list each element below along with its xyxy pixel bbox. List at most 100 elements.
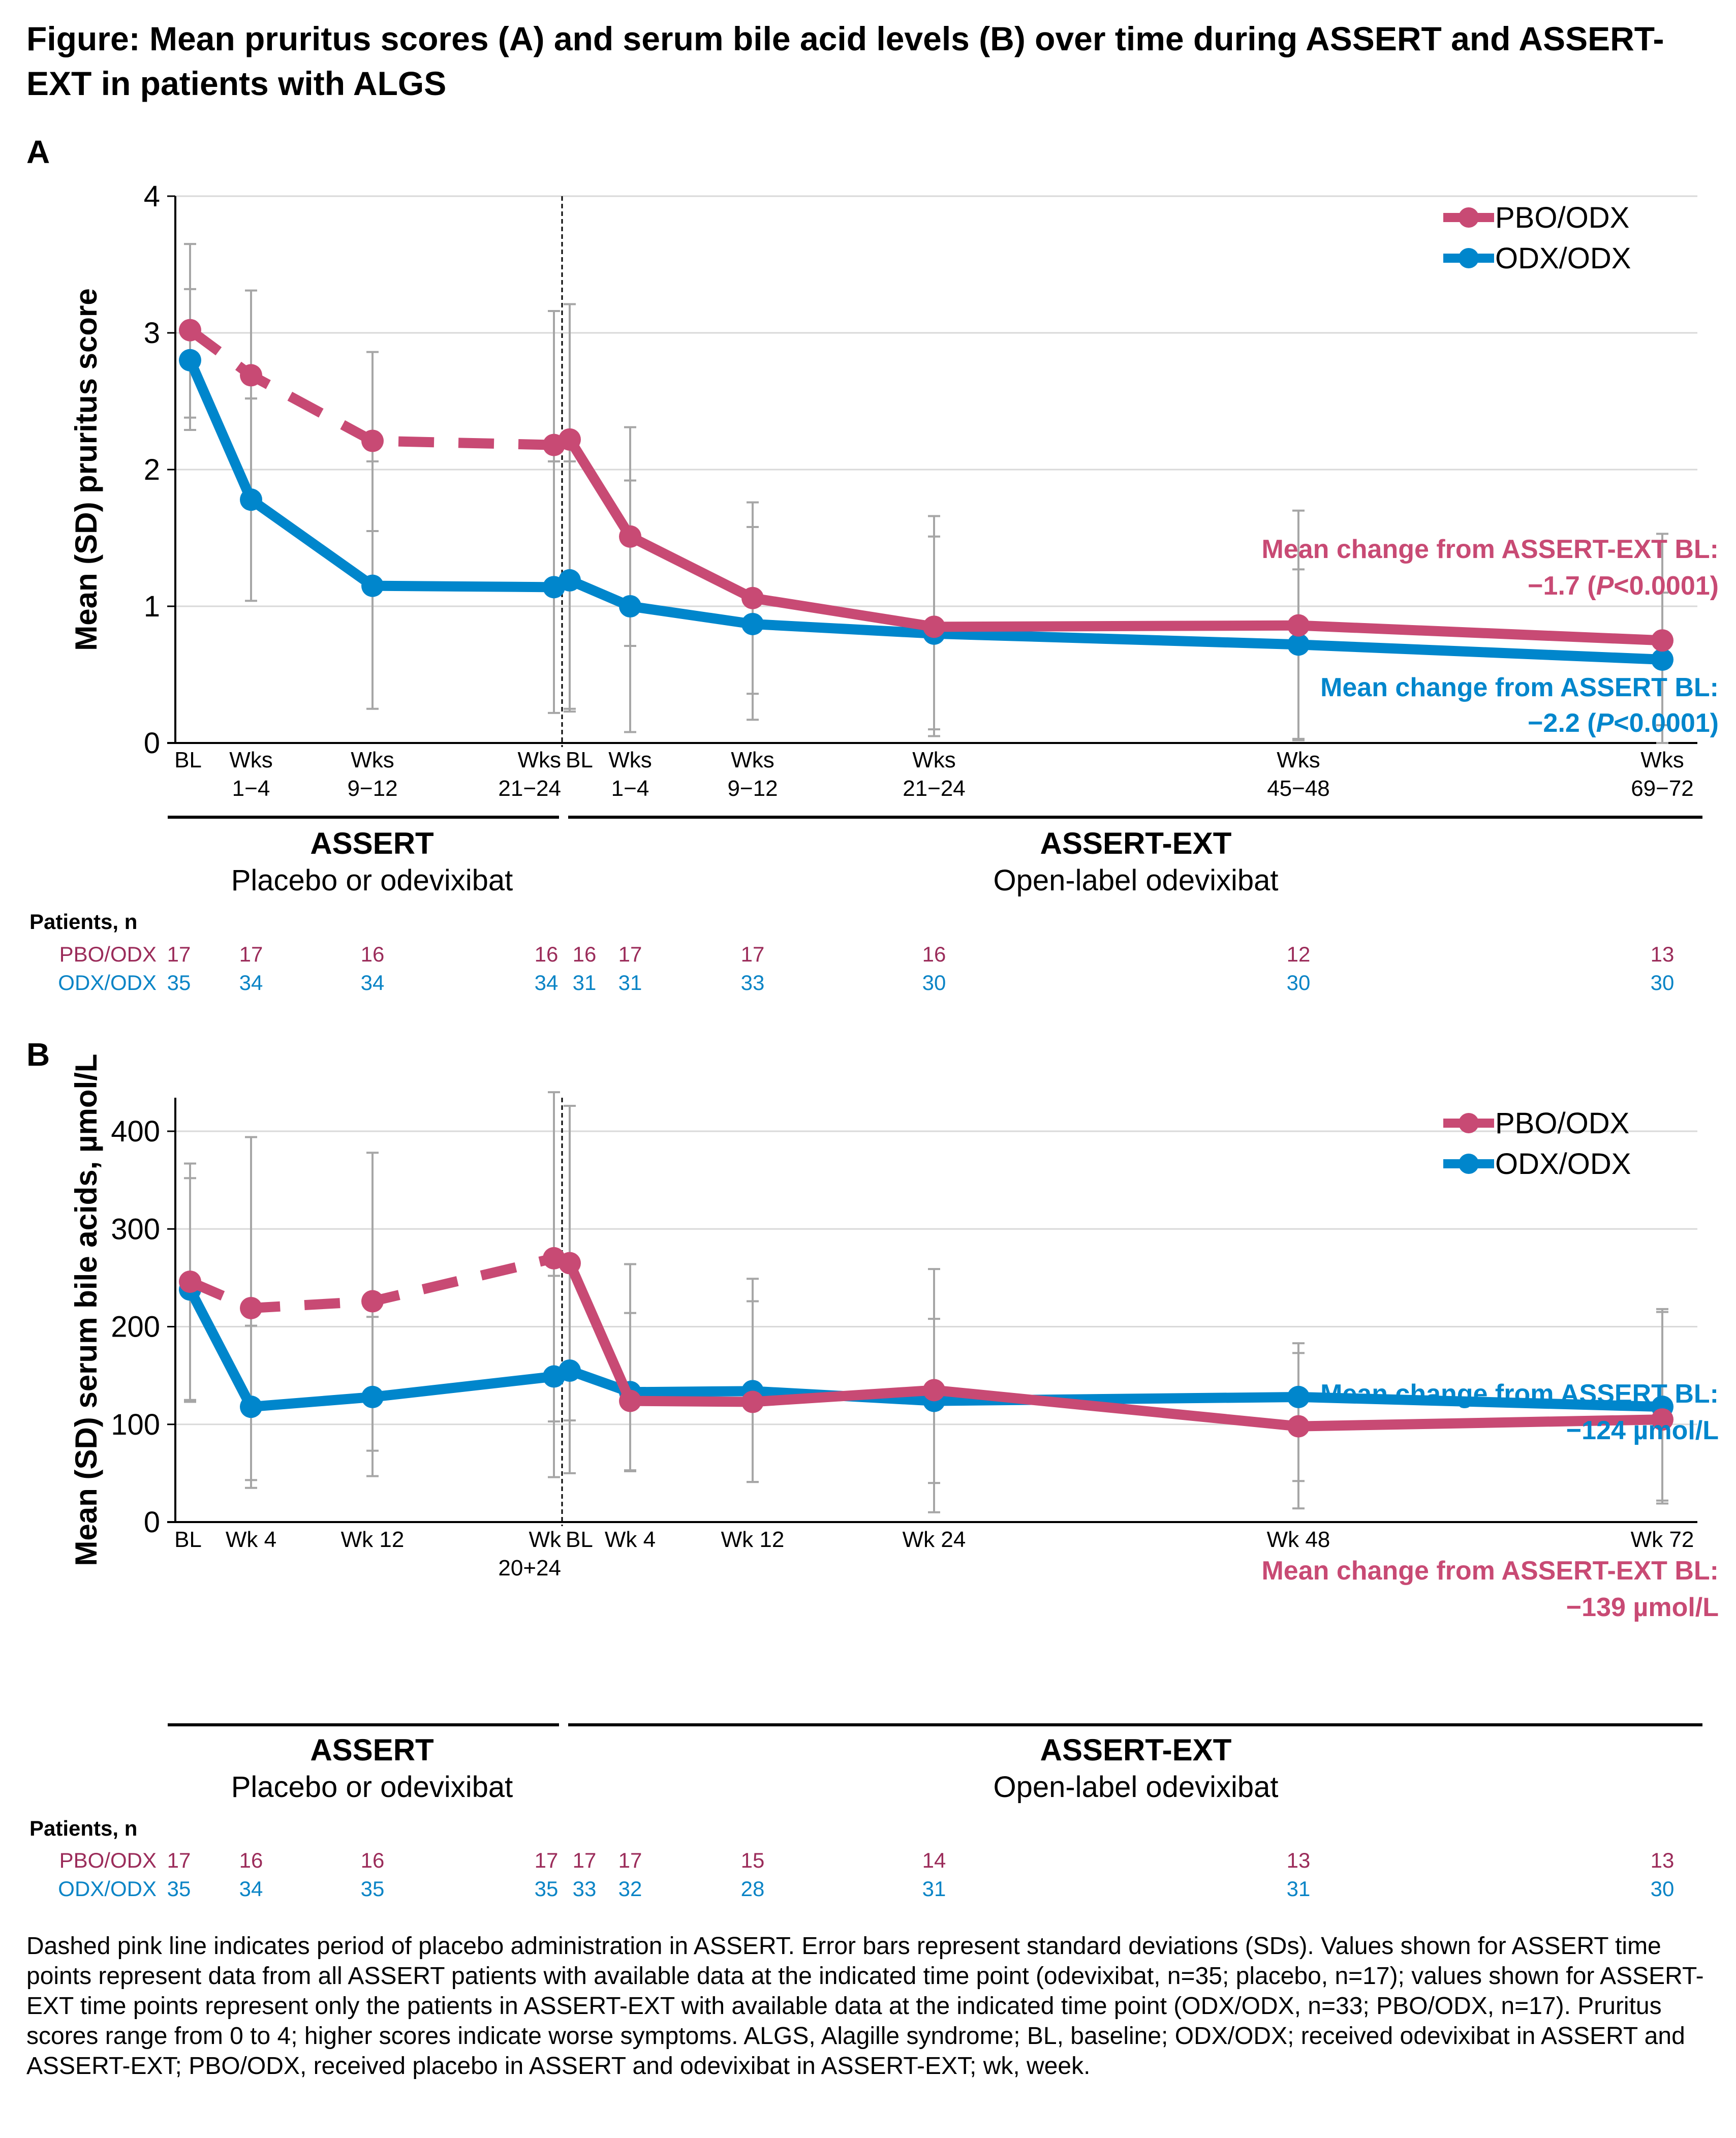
x-tick-label: Wk [529, 1527, 562, 1552]
data-point-odx-odx [240, 488, 262, 511]
patients-count: 35 [167, 971, 191, 995]
data-point-odx-odx [1287, 633, 1310, 656]
y-tick-label: 1 [144, 590, 160, 623]
data-point-pbo-odx [240, 364, 262, 387]
footnote: Dashed pink line indicates period of pla… [26, 1933, 1704, 2080]
y-tick-label: 0 [144, 727, 160, 760]
patients-count: 34 [239, 1877, 263, 1901]
x-tick-label: Wk 24 [903, 1527, 966, 1552]
patients-count: 33 [573, 1877, 597, 1901]
y-axis-label: Mean (SD) pruritus score [69, 288, 103, 650]
series-line-odx-odx-assert [185, 358, 554, 593]
annotation-value: −139 µmol/L [1566, 1593, 1719, 1622]
figure-title: Figure: Mean pruritus scores (A) and ser… [26, 20, 1664, 102]
x-tick-label: BL [566, 1527, 593, 1552]
series-line-pbo-odx-ext [565, 1261, 1663, 1432]
annotation-line2: −139 µmol/L [1566, 1593, 1719, 1622]
x-tick-label: Wk 4 [226, 1527, 276, 1552]
annotation-line1: Mean change from ASSERT BL: [1320, 1379, 1719, 1409]
patients-count: 16 [535, 942, 559, 966]
y-axis-label: Mean (SD) serum bile acids, µmol/L [69, 1053, 103, 1566]
data-point-pbo-odx [559, 428, 581, 451]
patients-count: 17 [618, 1848, 642, 1872]
patients-count: 30 [1287, 971, 1311, 995]
patients-count: 13 [1651, 942, 1675, 966]
annotation-p-symbol: P [1596, 708, 1614, 738]
data-point-pbo-odx [559, 1252, 581, 1275]
x-tick-label: Wk 72 [1631, 1527, 1694, 1552]
group-title-assert-ext: ASSERT-EXT [1040, 826, 1232, 860]
x-tick-label: 20+24 [498, 1556, 561, 1581]
legend-marker [1459, 248, 1479, 268]
patients-count: 17 [167, 1848, 191, 1872]
x-tick-label: BL [174, 1527, 202, 1552]
annotation-p-symbol: P [1596, 571, 1614, 601]
annotation-value: −2.2 ( [1528, 708, 1596, 738]
series-line-odx-odx-assert [185, 1287, 555, 1412]
series-line-pbo-odx-assert [188, 1253, 555, 1313]
data-point-odx-odx [240, 1396, 262, 1418]
patients-count: 16 [239, 1848, 263, 1872]
x-tick-label: Wks [517, 748, 561, 772]
data-point-odx-odx [361, 1385, 384, 1408]
annotation-line1: Mean change from ASSERT-EXT BL: [1261, 535, 1719, 564]
patients-count: 16 [361, 1848, 385, 1872]
series-line-pbo-odx-ext [565, 437, 1663, 646]
legend-marker [1459, 1154, 1479, 1174]
patients-count: 12 [1287, 942, 1311, 966]
data-point-pbo-odx [240, 1296, 262, 1319]
patients-count: 28 [741, 1877, 765, 1901]
x-tick-label: Wk 12 [721, 1527, 785, 1552]
x-tick-label: Wk 48 [1267, 1527, 1330, 1552]
y-tick-label: 0 [144, 1506, 160, 1539]
patients-count: 16 [922, 942, 946, 966]
y-tick-label: 3 [144, 317, 160, 350]
patients-count: 13 [1287, 1848, 1311, 1872]
data-point-odx-odx [559, 1359, 581, 1382]
legend-label: ODX/ODX [1495, 1148, 1631, 1181]
x-tick-label: Wks [1277, 748, 1320, 772]
annotation-line1: Mean change from ASSERT-EXT BL: [1261, 1556, 1719, 1586]
x-tick-label: 1−4 [611, 776, 649, 801]
y-tick-label: 300 [111, 1213, 160, 1246]
patients-count: 17 [167, 942, 191, 966]
group-title-assert: ASSERT [310, 826, 433, 860]
group-subtitle-assert: Placebo or odevixibat [231, 1771, 513, 1804]
patients-heading: Patients, n [29, 910, 137, 934]
x-tick-label: BL [174, 748, 202, 772]
data-point-pbo-odx [1651, 1408, 1673, 1431]
data-point-pbo-odx [1287, 1415, 1310, 1438]
x-tick-label: Wks [229, 748, 273, 772]
patients-count: 35 [167, 1877, 191, 1901]
data-point-odx-odx [179, 349, 201, 371]
patients-count: 17 [741, 942, 765, 966]
x-tick-label: Wks [912, 748, 956, 772]
group-title-assert-ext: ASSERT-EXT [1040, 1733, 1232, 1767]
x-tick-label: 9−12 [347, 776, 397, 801]
x-tick-label: Wks [608, 748, 652, 772]
patients-heading: Patients, n [29, 1816, 137, 1840]
data-point-pbo-odx [361, 429, 384, 452]
x-tick-label: 9−12 [727, 776, 778, 801]
patients-count: 31 [1287, 1877, 1311, 1901]
patients-count: 31 [922, 1877, 946, 1901]
data-point-pbo-odx [923, 1379, 945, 1402]
x-tick-label: Wk 4 [605, 1527, 656, 1552]
x-tick-label: BL [566, 748, 593, 772]
patients-count: 31 [573, 971, 597, 995]
data-point-pbo-odx [179, 1271, 201, 1293]
data-point-odx-odx [559, 569, 581, 592]
group-subtitle-assert-ext: Open-label odevixibat [993, 1771, 1278, 1804]
annotation-value: −124 µmol/L [1566, 1416, 1719, 1445]
patients-count: 30 [922, 971, 946, 995]
annotation-p-value: <0.0001) [1614, 571, 1719, 601]
x-tick-label: Wks [731, 748, 774, 772]
x-tick-label: 45−48 [1267, 776, 1330, 801]
data-point-pbo-odx [1287, 614, 1310, 637]
patients-count: 34 [535, 971, 559, 995]
patients-count: 16 [573, 942, 597, 966]
group-title-assert: ASSERT [310, 1733, 433, 1767]
panel-b-label: B [26, 1036, 50, 1073]
patients-count: 33 [741, 971, 765, 995]
